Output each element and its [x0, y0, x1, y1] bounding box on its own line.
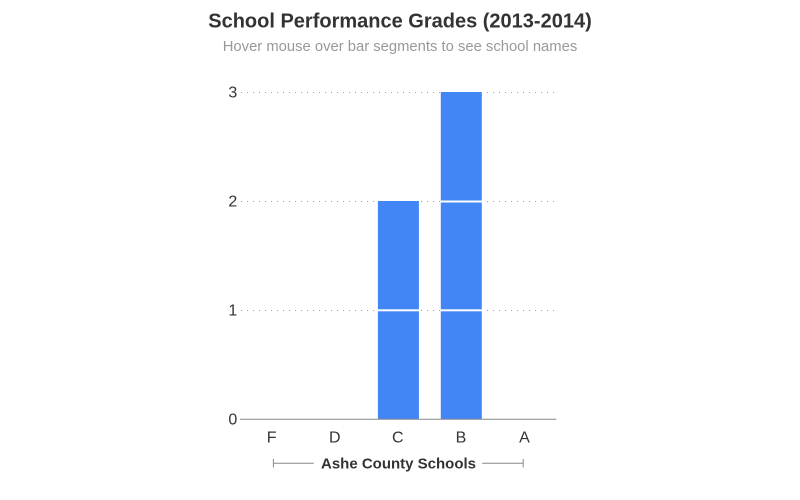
svg-text:School Performance Grades (201: School Performance Grades (2013-2014): [208, 11, 592, 33]
svg-text:Hover mouse over bar segments: Hover mouse over bar segments to see sch…: [223, 39, 577, 55]
svg-text:D: D: [329, 430, 341, 447]
svg-text:3: 3: [228, 85, 237, 102]
svg-text:B: B: [456, 430, 467, 447]
svg-text:Ashe County Schools: Ashe County Schools: [321, 455, 476, 472]
svg-text:0: 0: [228, 412, 237, 429]
svg-text:1: 1: [228, 303, 237, 320]
svg-text:C: C: [392, 430, 404, 447]
svg-text:F: F: [267, 430, 277, 447]
svg-text:2: 2: [228, 194, 237, 211]
svg-text:A: A: [519, 430, 530, 447]
